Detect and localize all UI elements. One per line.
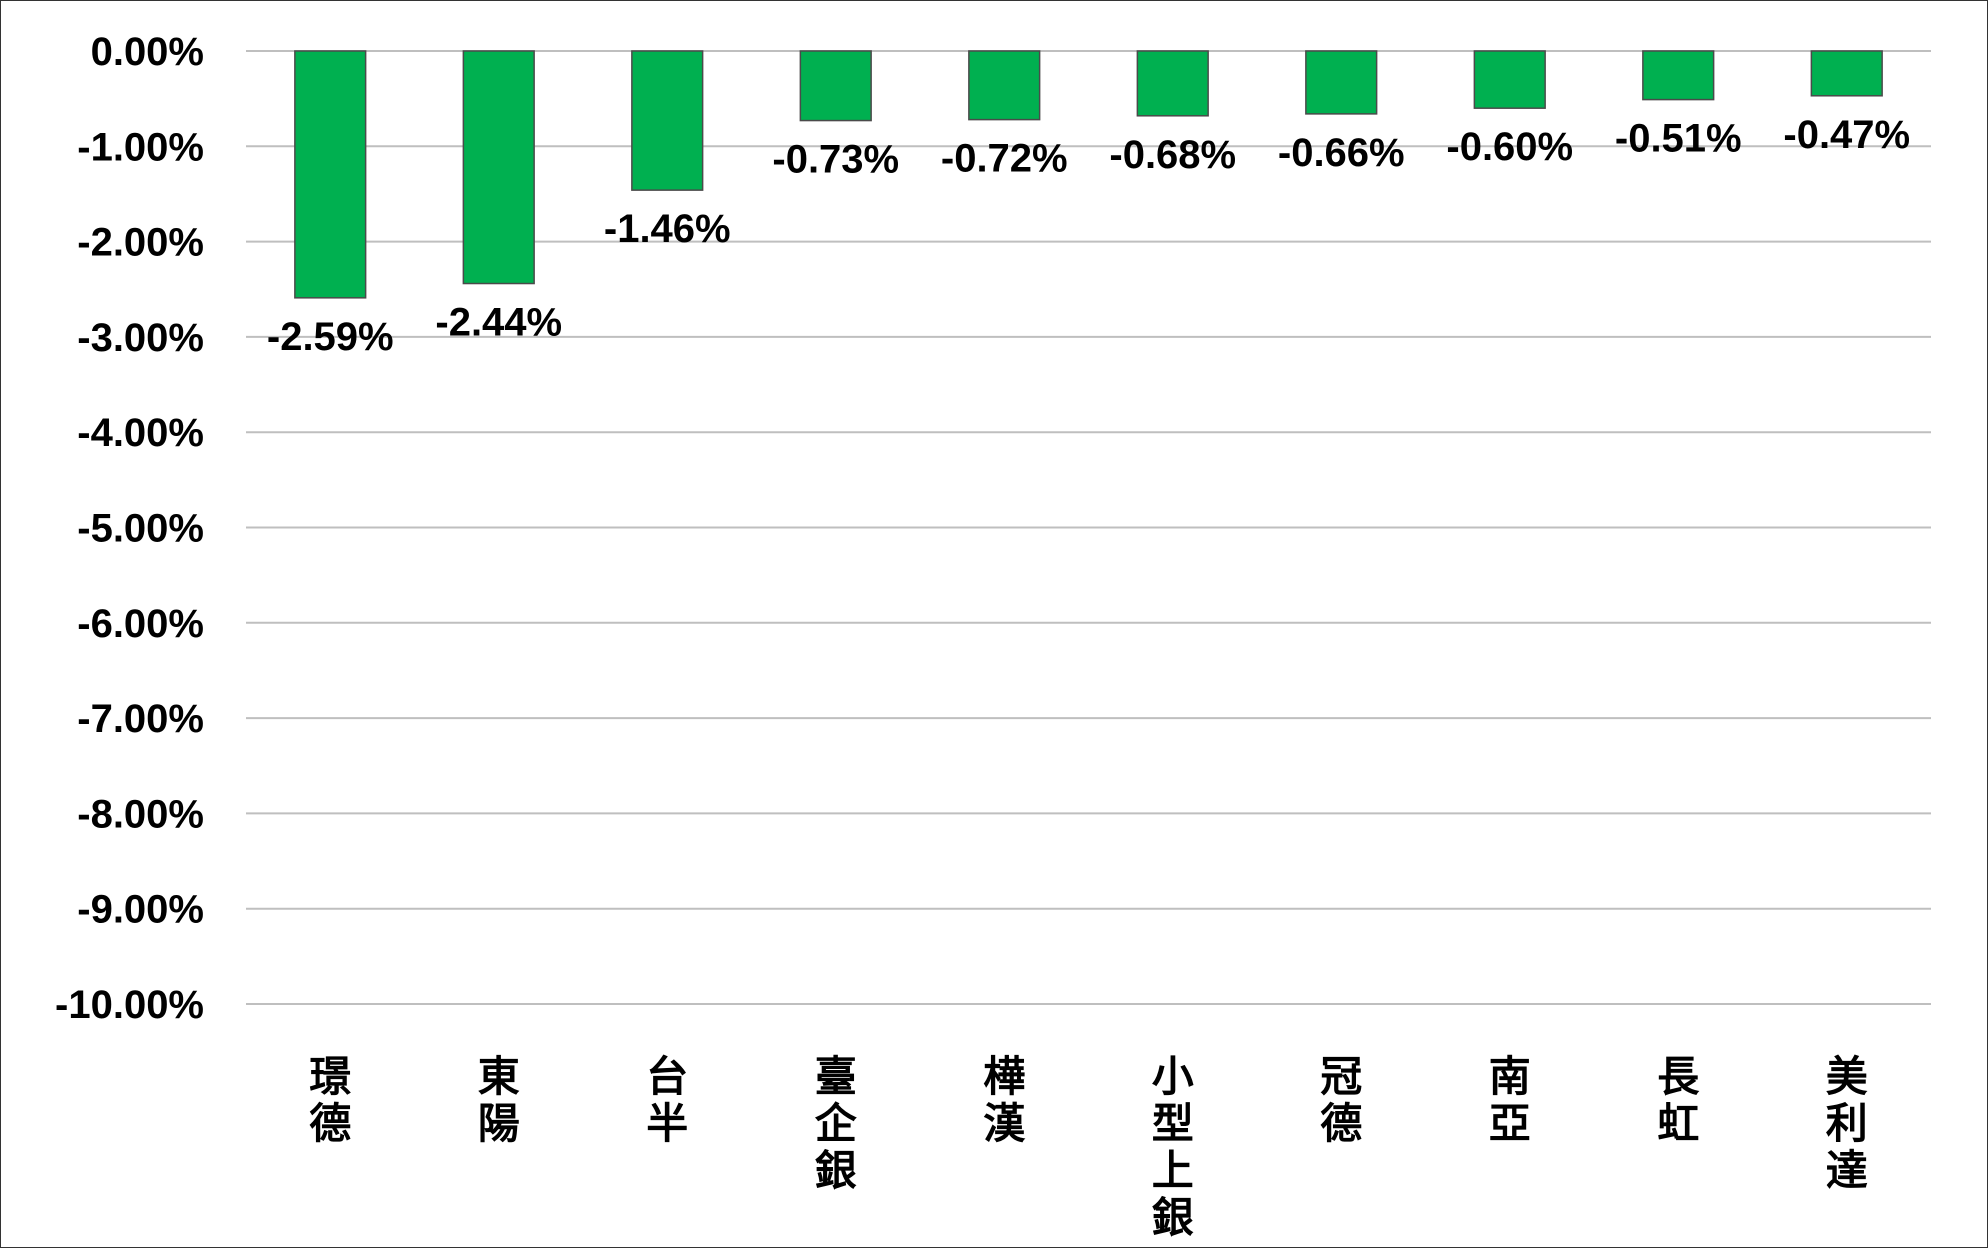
bar <box>462 50 535 285</box>
bar <box>1305 50 1378 115</box>
y-tick-label: -3.00% <box>77 316 204 360</box>
bar <box>294 50 367 299</box>
data-label: -0.68% <box>1109 133 1236 177</box>
bar <box>1136 50 1209 117</box>
data-label: -0.66% <box>1278 131 1405 175</box>
bar <box>1810 50 1883 97</box>
data-label: -0.73% <box>772 138 899 182</box>
bar <box>1642 50 1715 101</box>
y-tick-label: -5.00% <box>77 507 204 551</box>
category-label: 臺企銀 <box>815 1052 858 1195</box>
category-label: 東陽 <box>478 1052 520 1148</box>
data-label: -0.51% <box>1615 117 1742 161</box>
data-label: -0.47% <box>1783 113 1910 157</box>
data-label: -0.60% <box>1446 125 1573 169</box>
category-label: 南亞 <box>1489 1052 1531 1148</box>
data-label: -0.72% <box>941 137 1068 181</box>
data-label: -1.46% <box>604 207 731 251</box>
y-tick-label: -10.00% <box>55 983 204 1027</box>
y-axis-tick-labels: 0.00% -1.00% -2.00% -3.00% -4.00% -5.00% -6.00… <box>55 30 204 1027</box>
category-labels: 璟德 東陽 台半 臺企銀 樺漢 小型上銀 冠德 南亞 長虹 美利達 <box>309 1052 1868 1242</box>
y-tick-label: 0.00% <box>91 30 204 74</box>
category-label: 美利達 <box>1826 1052 1868 1195</box>
bar <box>631 50 704 191</box>
y-tick-label: -7.00% <box>77 697 204 741</box>
y-tick-label: -9.00% <box>77 888 204 932</box>
data-label: -2.59% <box>267 315 394 359</box>
y-tick-label: -4.00% <box>77 411 204 455</box>
data-labels: -2.59% -2.44% -1.46% -0.73% -0.72% -0.68% -0.6… <box>267 113 1910 359</box>
y-tick-label: -1.00% <box>77 125 204 169</box>
data-label: -2.44% <box>435 301 562 345</box>
bar <box>968 50 1041 121</box>
category-label: 小型上銀 <box>1152 1052 1194 1242</box>
y-tick-label: -6.00% <box>77 602 204 646</box>
category-label: 樺漢 <box>983 1052 1026 1148</box>
category-label: 璟德 <box>309 1052 351 1148</box>
y-tick-label: -2.00% <box>77 221 204 265</box>
category-label: 長虹 <box>1657 1052 1700 1148</box>
category-label: 冠德 <box>1320 1052 1362 1148</box>
y-tick-label: -8.00% <box>77 792 204 836</box>
bars <box>294 50 1883 299</box>
bar <box>1473 50 1546 109</box>
category-label: 台半 <box>646 1052 688 1148</box>
bar <box>799 50 872 122</box>
